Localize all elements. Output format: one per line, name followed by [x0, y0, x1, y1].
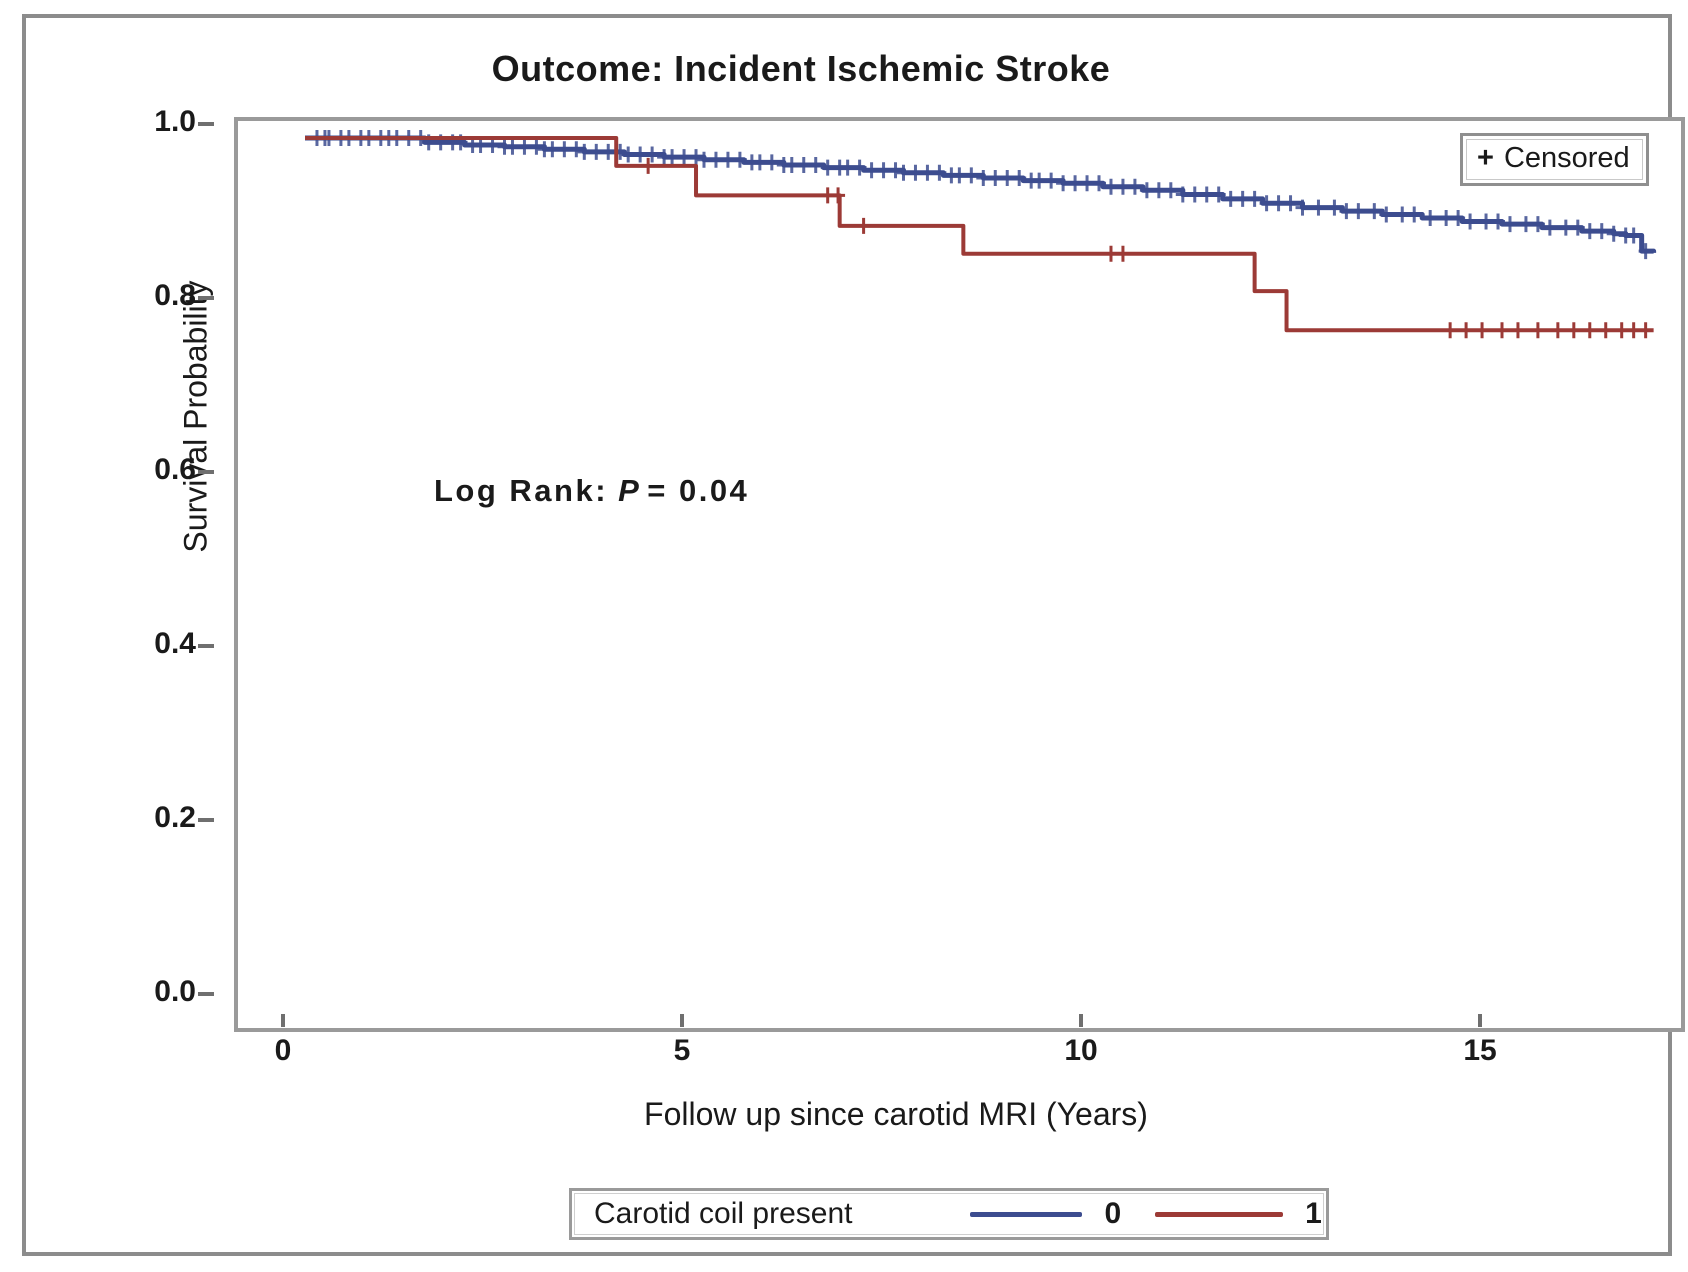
x-axis-title: Follow up since carotid MRI (Years): [644, 1096, 1148, 1132]
censored-legend-label: Censored: [1503, 142, 1630, 174]
group-1-legend-line: [1155, 1211, 1284, 1217]
figure-border: Outcome: Incident Ischemic Stroke Surviv…: [22, 14, 1685, 1256]
group-legend-box: Carotid coil present 0 1: [569, 1188, 1329, 1240]
y-tick-label: 1.0: [154, 105, 196, 138]
censor-plus-icon: +: [1477, 142, 1494, 174]
km-plot-canvas: [305, 130, 1657, 339]
x-tick-mark: [1079, 1014, 1083, 1027]
y-tick-label: 0.2: [154, 801, 196, 834]
x-tick-label: 5: [673, 1034, 691, 1067]
chart-title: Outcome: Incident Ischemic Stroke: [491, 48, 1111, 89]
log-rank-prefix: Log Rank:: [434, 473, 609, 508]
group-1-censor-marks: [641, 157, 1653, 339]
log-rank-p-symbol: P: [618, 473, 642, 508]
x-tick-mark: [1478, 1014, 1482, 1027]
group-0-censor-marks: [309, 130, 1653, 260]
x-tick-label: 15: [1463, 1034, 1497, 1067]
group-0-legend-line: [970, 1211, 1083, 1217]
y-tick-label: 0.8: [154, 279, 196, 312]
group-1-survival-curve: [305, 136, 1654, 333]
x-tick-mark: [680, 1014, 684, 1027]
log-rank-annotation: Log Rank: P = 0.04: [434, 473, 749, 509]
y-tick-mark: [198, 296, 214, 300]
y-tick-label: 0.6: [154, 453, 196, 486]
group-1-legend-label: 1: [1305, 1197, 1322, 1230]
censored-legend-box: + Censored: [1460, 133, 1649, 186]
group-legend-title: Carotid coil present: [594, 1197, 853, 1230]
y-tick-mark: [198, 818, 214, 822]
plot-area: + Censored: [234, 117, 1685, 1032]
y-tick-mark: [198, 122, 214, 126]
group-0-legend-label: 0: [1104, 1197, 1122, 1230]
y-tick-mark: [198, 644, 214, 648]
group-0-survival-curve: [305, 135, 1657, 254]
y-tick-mark: [198, 470, 214, 474]
y-tick-label: 0.0: [154, 975, 196, 1008]
log-rank-value: = 0.04: [647, 473, 750, 508]
x-tick-mark: [281, 1014, 285, 1027]
y-tick-label: 0.4: [154, 627, 196, 660]
x-tick-label: 0: [274, 1034, 292, 1067]
x-tick-label: 10: [1064, 1034, 1098, 1067]
y-tick-mark: [198, 992, 214, 996]
